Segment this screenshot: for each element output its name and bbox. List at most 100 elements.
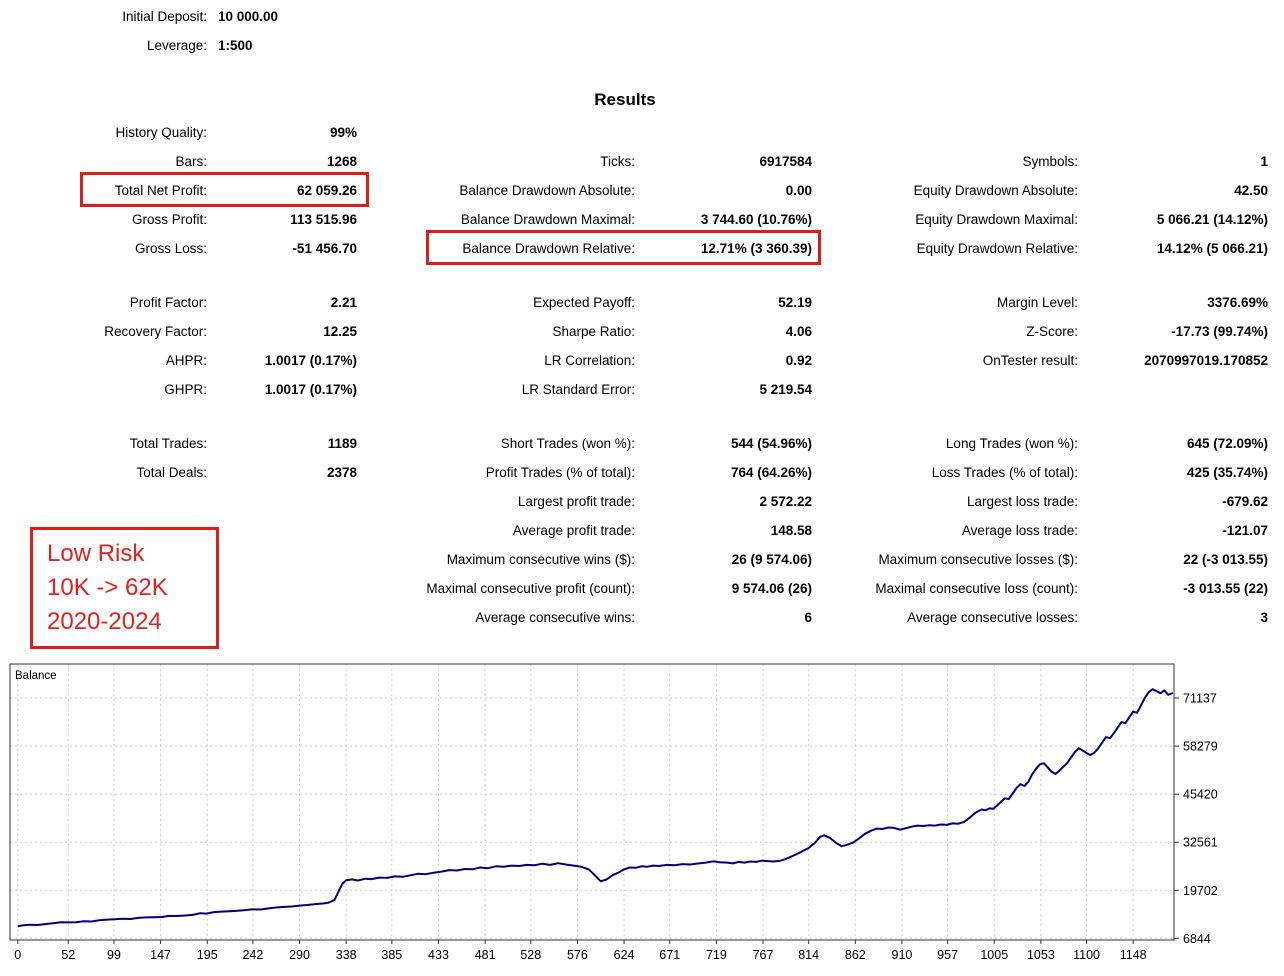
stat-label: Balance Drawdown Absolute: — [459, 183, 635, 198]
stats-column-right: Symbols: 1 Equity Drawdown Absolute: 42.50 E… — [828, 118, 1268, 632]
stat-row-average-consecutive-wins: Average consecutive wins: 6 — [368, 603, 812, 632]
stat-value: 2 572.22 — [759, 494, 812, 509]
y-tick-label: 6844 — [1183, 932, 1211, 946]
stat-value: 2378 — [326, 465, 357, 480]
stat-label: Average consecutive wins: — [475, 610, 635, 625]
stat-label: Average consecutive losses: — [907, 610, 1078, 625]
stat-value: 1 — [1260, 154, 1268, 169]
x-tick-label: 338 — [336, 948, 357, 962]
results-title: Results — [594, 90, 656, 109]
chart-legend-balance: Balance — [15, 670, 57, 682]
stat-value: 113 515.96 — [290, 212, 357, 227]
stat-row-history-quality: History Quality: 99% — [60, 118, 357, 147]
stat-value: 0.92 — [785, 353, 812, 368]
stat-row-largest-loss-trade: Largest loss trade: -679.62 — [828, 487, 1268, 516]
x-tick-label: 433 — [428, 948, 449, 962]
stat-row-maximum-consecutive-wins: Maximum consecutive wins ($): 26 (9 574.0… — [368, 545, 812, 574]
stat-label: Average profit trade: — [512, 523, 635, 538]
stat-row-symbols: Symbols: 1 — [828, 147, 1268, 176]
stat-value: -51 456.70 — [292, 241, 357, 256]
stat-label: Total Deals: — [136, 465, 207, 480]
balance-line — [17, 688, 1174, 928]
stat-value: 148.58 — [770, 523, 812, 538]
x-tick-label: 910 — [892, 948, 913, 962]
annotation-line-years: 2020-2024 — [47, 608, 162, 635]
stat-value: 3 744.60 (10.76%) — [700, 212, 812, 227]
stats-block: Total Trades: 1189 Total Deals: 2378 — [60, 429, 357, 487]
stat-label — [368, 118, 635, 147]
x-tick-label: 1053 — [1027, 948, 1055, 962]
stat-value: 645 (72.09%) — [1186, 436, 1268, 451]
stat-row-balance-drawdown-absolute: Balance Drawdown Absolute: 0.00 — [368, 176, 812, 205]
stat-row-gross-profit: Gross Profit: 113 515.96 — [60, 205, 357, 234]
stat-label: Profit Trades (% of total): — [485, 465, 635, 480]
stat-row-maximum-consecutive-losses: Maximum consecutive losses ($): 22 (-3 01… — [828, 545, 1268, 574]
stat-row-empty — [368, 118, 812, 147]
stat-label: Long Trades (won %): — [945, 436, 1078, 451]
balance-chart: 0 52 99 147 195 242 290 338 385 433 481 528 576 624 67… — [9, 663, 1218, 962]
stat-row-equity-drawdown-maximal: Equity Drawdown Maximal: 5 066.21 (14.12%… — [828, 205, 1268, 234]
stat-row-profit-factor: Profit Factor: 2.21 — [60, 288, 357, 317]
x-tick-label: 1100 — [1073, 948, 1100, 962]
stat-value: 2070997019.170852 — [1144, 353, 1268, 368]
x-tick-label: 1005 — [980, 948, 1008, 962]
x-tick-label: 767 — [753, 948, 774, 962]
stat-row-short-trades-won: Short Trades (won %): 544 (54.96%) — [368, 429, 812, 458]
stats-block: History Quality: 99% Bars: 1268 Total Net Pr… — [60, 118, 369, 263]
stat-label: Maximum consecutive losses ($): — [878, 552, 1078, 567]
stat-row-ontester-result: OnTester result: 2070997019.170852 — [828, 346, 1268, 375]
x-tick-label: 481 — [475, 948, 496, 962]
stat-label: Balance Drawdown Relative: — [462, 241, 635, 256]
stat-value: 5 219.54 — [759, 382, 812, 397]
stats-column-middle: Ticks: 6917584 Balance Drawdown Absolute: 0… — [368, 118, 821, 632]
stat-row-sharpe-ratio: Sharpe Ratio: 4.06 — [368, 317, 812, 346]
stats-block: Expected Payoff: 52.19 Sharpe Ratio: 4.06 LR… — [368, 288, 812, 404]
stat-label: LR Standard Error: — [521, 382, 635, 397]
stat-row-total-deals: Total Deals: 2378 — [60, 458, 357, 487]
stat-value: 764 (64.26%) — [730, 465, 812, 480]
y-tick-label: 45420 — [1183, 788, 1218, 802]
leverage-label: Leverage: — [146, 38, 207, 53]
stat-value: 0.00 — [785, 183, 812, 198]
stat-label: History Quality: — [115, 125, 207, 140]
y-tick-label: 71137 — [1183, 692, 1217, 706]
stats-block: Short Trades (won %): 544 (54.96%) Profit … — [368, 429, 812, 632]
stat-row-profit-trades-of-total: Profit Trades (% of total): 764 (64.26%) — [368, 458, 812, 487]
stat-row-average-profit-trade: Average profit trade: 148.58 — [368, 516, 812, 545]
stat-value: 1.0017 (0.17%) — [264, 353, 357, 368]
stat-row-lr-standard-error: LR Standard Error: 5 219.54 — [368, 375, 812, 404]
x-tick-label: 957 — [937, 948, 958, 962]
stat-label: Loss Trades (% of total): — [931, 465, 1078, 480]
x-tick-label: 195 — [197, 948, 218, 962]
x-tick-label: 0 — [14, 948, 21, 962]
stat-value: 4.06 — [785, 324, 812, 339]
stat-value: 3376.69% — [1207, 295, 1268, 310]
x-tick-label: 99 — [107, 948, 121, 962]
stat-label: GHPR: — [164, 382, 207, 397]
stats-block: Long Trades (won %): 645 (72.09%) Loss Tra… — [828, 429, 1268, 632]
stat-label: Total Net Profit: — [114, 183, 207, 198]
stat-row-margin-level: Margin Level: 3376.69% — [828, 288, 1268, 317]
leverage-row: Leverage: 1:500 — [0, 31, 500, 60]
annotation-line-risk: Low Risk — [47, 540, 145, 567]
stat-row-expected-payoff: Expected Payoff: 52.19 — [368, 288, 812, 317]
stat-value: 99% — [329, 125, 357, 140]
stat-value: -121.07 — [1222, 523, 1268, 538]
stat-row-loss-trades-of-total: Loss Trades (% of total): 425 (35.74%) — [828, 458, 1268, 487]
stat-value: 6 — [804, 610, 812, 625]
stat-label: Margin Level: — [996, 295, 1078, 310]
x-tick-label: 242 — [242, 948, 263, 962]
stat-value — [1078, 118, 1268, 147]
stat-label: Maximal consecutive profit (count): — [426, 581, 635, 596]
stat-label: Maximal consecutive loss (count): — [875, 581, 1078, 596]
x-tick-label: 290 — [289, 948, 310, 962]
x-tick-label: 1148 — [1120, 948, 1147, 962]
stat-value: 425 (35.74%) — [1186, 465, 1268, 480]
stats-block: Profit Factor: 2.21 Recovery Factor: 12.25 A… — [60, 288, 357, 404]
stat-value: 1268 — [326, 154, 357, 169]
stat-label: Sharpe Ratio: — [552, 324, 635, 339]
stat-value: 26 (9 574.06) — [731, 552, 812, 567]
stat-row-total-trades: Total Trades: 1189 — [60, 429, 357, 458]
account-info: Initial Deposit: 10 000.00 Leverage: 1:5… — [0, 2, 500, 60]
stat-label: Bars: — [175, 154, 207, 169]
